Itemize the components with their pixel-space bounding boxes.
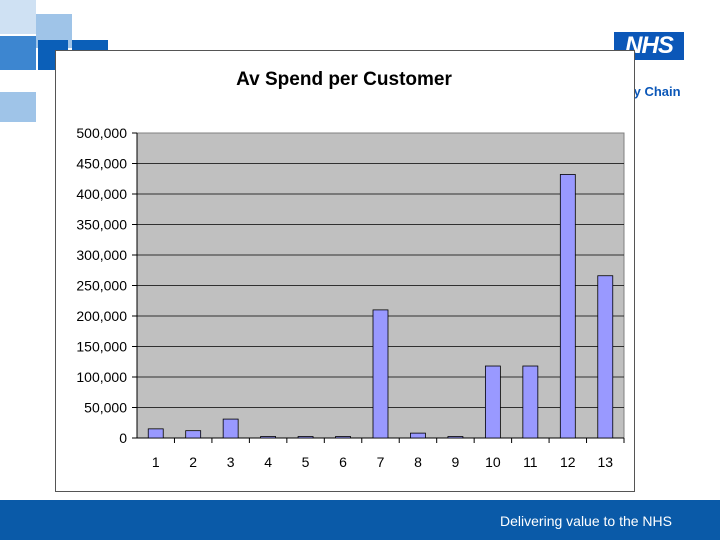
supply-chain-label: ly Chain [630, 84, 681, 99]
x-tick-label: 8 [414, 454, 422, 470]
y-tick-label: 300,000 [76, 247, 127, 263]
tile [0, 92, 36, 122]
x-tick-label: 9 [452, 454, 460, 470]
tile [0, 0, 36, 34]
bar [147, 428, 164, 439]
bar [522, 365, 539, 439]
bar [185, 430, 202, 439]
y-tick-label: 150,000 [76, 339, 127, 355]
y-tick-label: 0 [119, 430, 127, 446]
x-tick-label: 7 [377, 454, 385, 470]
y-tick-label: 400,000 [76, 186, 127, 202]
footer-tagline: Delivering value to the NHS [500, 513, 672, 529]
x-tick-label: 2 [189, 454, 197, 470]
x-tick-label: 10 [485, 454, 501, 470]
chart-frame: Av Spend per Customer 0 50,000 100,000 150,… [55, 50, 635, 492]
bar [222, 418, 239, 439]
bar [447, 436, 464, 439]
x-tick-label: 5 [302, 454, 310, 470]
footer-bar: Delivering value to the NHS [0, 500, 720, 540]
y-tick-label: 200,000 [76, 308, 127, 324]
bar [484, 365, 501, 439]
tile [0, 36, 36, 70]
bar [597, 275, 614, 439]
bar [260, 436, 277, 439]
x-tick-label: 12 [560, 454, 576, 470]
x-tick-label: 4 [264, 454, 272, 470]
x-tick-label: 13 [597, 454, 613, 470]
x-tick-label: 3 [227, 454, 235, 470]
x-tick-label: 1 [152, 454, 160, 470]
x-tick-label: 11 [523, 454, 538, 470]
x-tick-label: 6 [339, 454, 347, 470]
y-tick-label: 500,000 [76, 125, 127, 141]
bar [297, 436, 314, 439]
bar [559, 174, 576, 439]
bar [410, 432, 426, 439]
bar [335, 436, 351, 439]
y-tick-label: 250,000 [76, 278, 127, 294]
y-tick-label: 50,000 [84, 400, 127, 416]
chart-title: Av Spend per Customer [236, 69, 452, 90]
y-tick-label: 450,000 [76, 156, 127, 172]
y-tick-label: 100,000 [76, 369, 127, 385]
bar-chart: Av Spend per Customer 0 50,000 100,000 150,… [76, 69, 625, 470]
y-tick-label: 350,000 [76, 217, 127, 233]
bar [372, 309, 389, 439]
